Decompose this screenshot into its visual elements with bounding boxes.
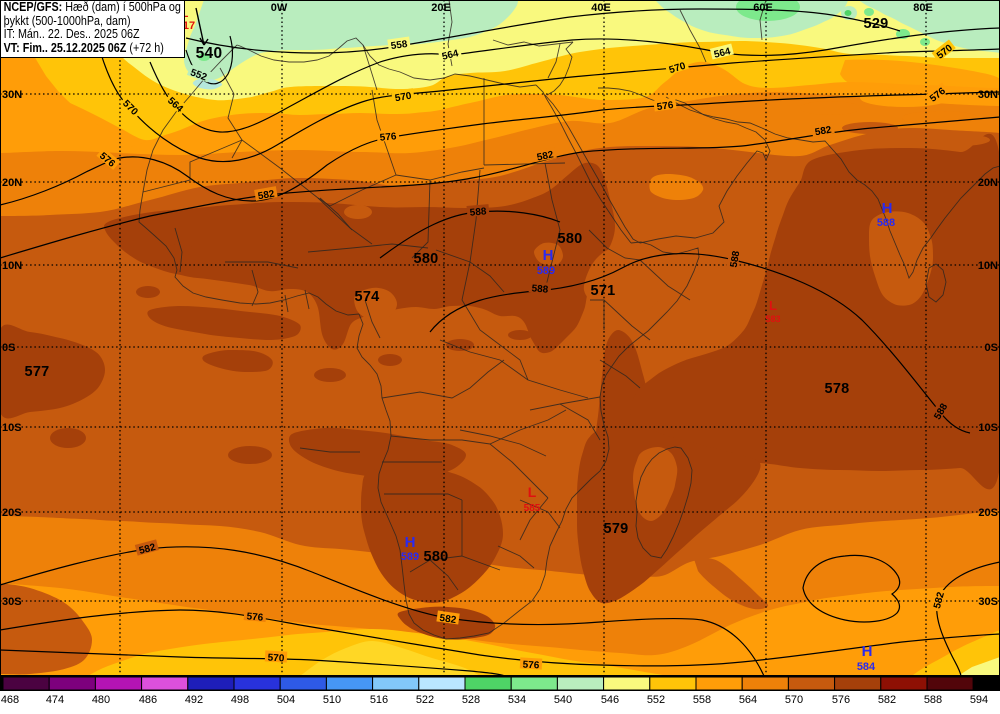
svg-text:576: 576 xyxy=(656,100,674,113)
svg-text:582: 582 xyxy=(878,694,896,706)
svg-text:H: H xyxy=(543,247,554,264)
svg-text:564: 564 xyxy=(441,48,460,63)
svg-text:498: 498 xyxy=(231,694,249,706)
svg-text:20S: 20S xyxy=(978,507,998,519)
svg-text:0S: 0S xyxy=(2,342,15,354)
svg-text:570: 570 xyxy=(668,60,688,76)
svg-text:30N: 30N xyxy=(2,89,22,101)
svg-text:576: 576 xyxy=(246,611,264,623)
svg-text:20E: 20E xyxy=(431,2,451,14)
svg-text:588: 588 xyxy=(469,206,487,218)
svg-text:589: 589 xyxy=(537,265,555,277)
svg-text:540: 540 xyxy=(554,694,572,706)
svg-text:10N: 10N xyxy=(978,260,998,272)
svg-text:H: H xyxy=(882,200,893,217)
svg-text:589: 589 xyxy=(401,551,419,563)
svg-text:504: 504 xyxy=(277,694,295,706)
svg-text:580: 580 xyxy=(413,251,438,267)
svg-text:577: 577 xyxy=(24,364,49,380)
svg-text:585: 585 xyxy=(524,503,541,514)
svg-text:582: 582 xyxy=(138,542,157,557)
svg-text:583: 583 xyxy=(765,314,780,324)
svg-text:576: 576 xyxy=(522,660,540,672)
svg-text:588: 588 xyxy=(729,250,743,269)
svg-text:10N: 10N xyxy=(2,260,22,272)
svg-text:546: 546 xyxy=(601,694,619,706)
svg-text:468: 468 xyxy=(1,694,19,706)
svg-text:579: 579 xyxy=(603,521,628,537)
svg-text:552: 552 xyxy=(647,694,665,706)
svg-text:582: 582 xyxy=(439,613,457,626)
svg-text:582: 582 xyxy=(257,189,276,203)
svg-text:580: 580 xyxy=(557,231,582,247)
svg-text:480: 480 xyxy=(92,694,110,706)
svg-text:588: 588 xyxy=(924,694,942,706)
svg-text:0S: 0S xyxy=(985,342,998,354)
svg-text:528: 528 xyxy=(462,694,480,706)
svg-text:474: 474 xyxy=(46,694,64,706)
svg-text:0W: 0W xyxy=(271,2,288,14)
svg-text:H: H xyxy=(862,643,873,660)
svg-text:30N: 30N xyxy=(978,89,998,101)
svg-text:570: 570 xyxy=(394,91,413,105)
svg-text:580: 580 xyxy=(423,549,448,565)
svg-text:574: 574 xyxy=(354,289,379,305)
svg-text:582: 582 xyxy=(814,125,833,139)
svg-text:564: 564 xyxy=(739,694,757,706)
svg-text:516: 516 xyxy=(370,694,388,706)
svg-text:60E: 60E xyxy=(753,2,773,14)
svg-text:20S: 20S xyxy=(2,507,22,519)
svg-text:80E: 80E xyxy=(913,2,933,14)
svg-text:570: 570 xyxy=(267,653,285,665)
svg-text:582: 582 xyxy=(932,590,947,609)
svg-text:540: 540 xyxy=(196,45,223,62)
svg-text:30S: 30S xyxy=(2,596,22,608)
svg-text:20N: 20N xyxy=(2,177,22,189)
svg-text:40E: 40E xyxy=(591,2,611,14)
svg-text:558: 558 xyxy=(693,694,711,706)
svg-text:594: 594 xyxy=(970,694,988,706)
svg-text:582: 582 xyxy=(536,149,555,163)
svg-text:L: L xyxy=(528,484,537,500)
svg-text:570: 570 xyxy=(785,694,803,706)
svg-text:486: 486 xyxy=(139,694,157,706)
svg-text:529: 529 xyxy=(863,16,888,32)
svg-text:564: 564 xyxy=(713,46,732,61)
svg-text:510: 510 xyxy=(323,694,341,706)
svg-text:571: 571 xyxy=(590,283,615,299)
svg-text:576: 576 xyxy=(379,131,397,143)
svg-text:492: 492 xyxy=(185,694,203,706)
svg-text:522: 522 xyxy=(416,694,434,706)
svg-text:588: 588 xyxy=(531,283,549,295)
svg-text:L: L xyxy=(182,8,189,20)
svg-text:H: H xyxy=(405,534,416,551)
svg-text:30S: 30S xyxy=(978,596,998,608)
svg-text:20N: 20N xyxy=(978,177,998,189)
svg-text:576: 576 xyxy=(832,694,850,706)
svg-text:L: L xyxy=(769,298,777,313)
svg-text:588: 588 xyxy=(877,217,895,229)
svg-text:534: 534 xyxy=(508,694,526,706)
svg-text:578: 578 xyxy=(824,381,849,397)
svg-text:584: 584 xyxy=(857,661,876,673)
svg-text:558: 558 xyxy=(390,39,408,52)
svg-text:10S: 10S xyxy=(978,422,998,434)
svg-text:10S: 10S xyxy=(2,422,22,434)
svg-text:17: 17 xyxy=(183,20,195,32)
